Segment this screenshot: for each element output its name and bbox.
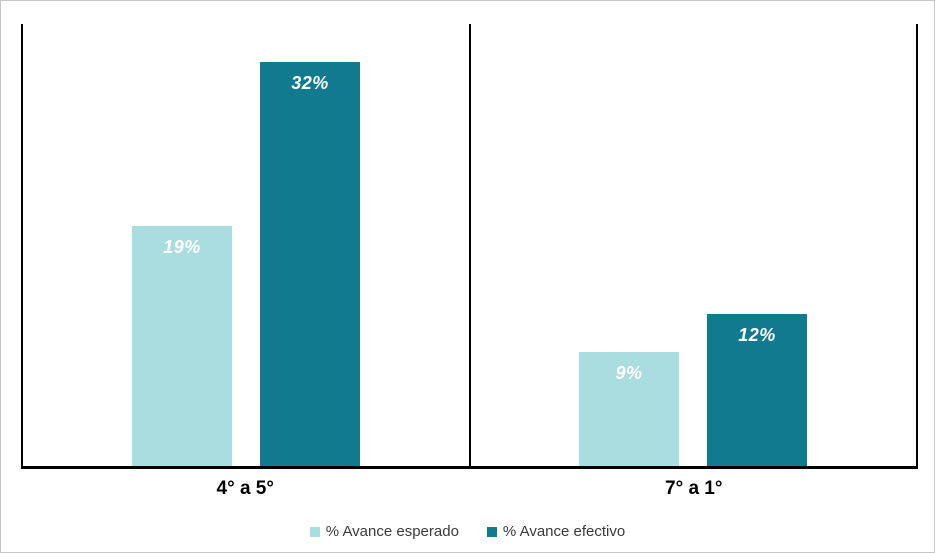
bar-esperado-group1: 19% bbox=[132, 226, 232, 466]
plot-area: 19% 32% 9% 12% bbox=[21, 24, 918, 469]
bar-value-label: 32% bbox=[291, 73, 329, 93]
x-axis-label-7a1: 7° a 1° bbox=[665, 478, 723, 499]
legend: % Avance esperado % Avance efectivo bbox=[1, 523, 934, 540]
bar-value-label: 12% bbox=[738, 325, 776, 345]
bar-esperado-group2: 9% bbox=[579, 352, 679, 466]
legend-marker-esperado-icon bbox=[309, 526, 320, 537]
bar-efectivo-group1: 32% bbox=[260, 62, 360, 466]
panel-divider bbox=[468, 24, 471, 466]
x-axis-label-4a5: 4° a 5° bbox=[216, 478, 274, 499]
legend-item-efectivo: % Avance efectivo bbox=[486, 523, 626, 540]
legend-label-esperado: % Avance esperado bbox=[325, 523, 459, 540]
legend-label-efectivo: % Avance efectivo bbox=[502, 523, 626, 540]
legend-item-esperado: % Avance esperado bbox=[309, 523, 459, 540]
legend-marker-efectivo-icon bbox=[486, 526, 497, 537]
bar-value-label: 9% bbox=[615, 363, 643, 383]
bar-value-label: 19% bbox=[163, 237, 201, 257]
bar-efectivo-group2: 12% bbox=[707, 314, 807, 466]
x-axis: 4° a 5° 7° a 1° bbox=[21, 478, 918, 500]
